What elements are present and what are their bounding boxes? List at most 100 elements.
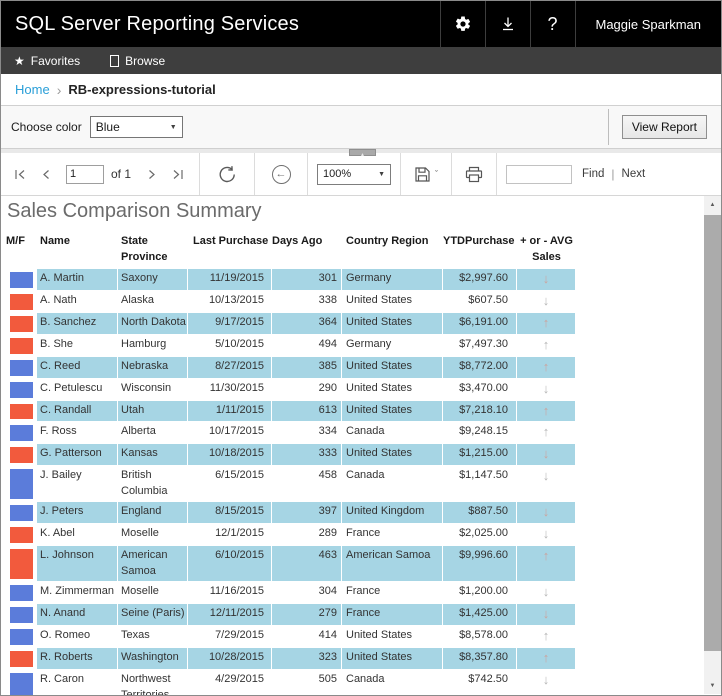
cell-name: K. Abel	[37, 524, 118, 546]
cell-state: Wisconsin	[118, 378, 188, 400]
previous-page-button[interactable]	[33, 160, 59, 188]
trend-down-arrow-icon: ↓	[542, 468, 550, 484]
cell-country: France	[342, 524, 443, 546]
printer-icon	[465, 166, 483, 182]
param-right-group: View Report	[607, 106, 711, 148]
browse-label: Browse	[125, 53, 166, 68]
help-icon: ?	[547, 13, 558, 34]
cell-days: 494	[272, 334, 342, 356]
cell-ytd: $607.50	[443, 290, 517, 312]
trend-down-arrow-icon: ↓	[542, 526, 550, 542]
cell-last: 6/15/2015	[188, 466, 272, 502]
cell-state: Alaska	[118, 290, 188, 312]
cell-name: C. Reed	[37, 356, 118, 378]
red-gender-square	[10, 293, 33, 310]
cell-mf	[6, 268, 37, 290]
cell-days: 463	[272, 546, 342, 581]
app-title: SQL Server Reporting Services	[15, 12, 300, 35]
user-menu[interactable]: Maggie Sparkman	[574, 1, 722, 47]
cell-last: 6/10/2015	[188, 546, 272, 581]
download-icon	[500, 16, 516, 32]
page-number-input[interactable]	[66, 164, 104, 184]
collapse-parameters-handle[interactable]: ▲	[349, 149, 376, 158]
find-link[interactable]: Find	[582, 168, 605, 180]
column-header-trend: + or - AVG Sales	[520, 235, 573, 263]
cell-country: Germany	[342, 334, 443, 356]
toolbar-divider	[496, 153, 498, 195]
trend-up-arrow-icon: ↑	[542, 424, 550, 440]
vertical-scrollbar[interactable]: ▲ ▼	[704, 196, 721, 694]
column-header-mf: M/F	[6, 235, 25, 247]
scrollbar-thumb[interactable]	[704, 215, 721, 651]
blue-gender-square	[10, 381, 33, 398]
download-button[interactable]	[484, 1, 530, 47]
toolbar-divider	[254, 153, 256, 195]
nav-item-favorites[interactable]: ★ Favorites	[14, 54, 80, 68]
cell-trend: ↑	[517, 356, 576, 378]
next-link[interactable]: Next	[621, 168, 646, 180]
settings-button[interactable]	[439, 1, 485, 47]
red-gender-square	[10, 337, 33, 354]
cell-country: American Samoa	[342, 546, 443, 581]
blue-gender-square	[10, 606, 33, 623]
first-page-icon	[14, 169, 24, 179]
blue-gender-square	[10, 271, 33, 288]
scroll-up-button[interactable]: ▲	[704, 196, 721, 213]
cell-mf	[6, 444, 37, 466]
cell-ytd: $2,997.60	[443, 268, 517, 290]
table-row: N. Anand Seine (Paris) 12/11/2015 279 France…	[6, 603, 721, 626]
cell-state: Seine (Paris)	[118, 603, 188, 625]
cell-name: A. Martin	[37, 268, 118, 290]
help-button[interactable]: ?	[529, 1, 575, 47]
cell-trend: ↑	[517, 647, 576, 669]
app-header: SQL Server Reporting Services ? Maggie S…	[1, 1, 721, 47]
cell-days: 385	[272, 356, 342, 378]
blue-gender-square	[10, 584, 33, 601]
cell-last: 8/15/2015	[188, 502, 272, 524]
trend-down-arrow-icon: ↓	[542, 292, 550, 308]
cell-mf	[6, 422, 37, 444]
report-render-area: Sales Comparison Summary M/F Name State Pro…	[1, 196, 721, 695]
table-row: B. Sanchez North Dakota 9/17/2015 364 United…	[6, 312, 721, 335]
table-row: L. Johnson American Samoa 6/10/2015 463 Amer…	[6, 546, 721, 582]
cell-country: Canada	[342, 466, 443, 502]
cell-trend: ↓	[517, 466, 576, 502]
cell-trend: ↓	[517, 290, 576, 312]
nav-item-browse[interactable]: Browse	[110, 54, 165, 68]
scroll-down-button[interactable]: ▼	[704, 677, 721, 694]
browse-icon	[110, 54, 120, 67]
column-header-state: State Province	[121, 235, 168, 263]
cell-name: L. Johnson	[37, 546, 118, 581]
save-export-button[interactable]: ˇ	[410, 166, 442, 183]
table-row: A. Nath Alaska 10/13/2015 338 United States $…	[6, 290, 721, 313]
cell-trend: ↓	[517, 502, 576, 524]
breadcrumb-home-link[interactable]: Home	[15, 82, 50, 97]
cell-country: France	[342, 603, 443, 625]
blue-gender-square	[10, 628, 33, 645]
blue-gender-square	[10, 672, 33, 695]
trend-down-arrow-icon: ↓	[542, 504, 550, 520]
first-page-button[interactable]	[7, 160, 33, 188]
chevron-right-icon	[148, 169, 155, 179]
trend-down-arrow-icon: ↓	[542, 605, 550, 621]
cell-mf	[6, 356, 37, 378]
column-header-days: Days Ago	[272, 235, 323, 247]
view-report-button[interactable]: View Report	[621, 115, 707, 139]
trend-up-arrow-icon: ↑	[542, 627, 550, 643]
back-button[interactable]: ←	[264, 164, 298, 184]
cell-ytd: $9,248.15	[443, 422, 517, 444]
last-page-icon	[173, 169, 183, 179]
last-page-button[interactable]	[164, 160, 190, 188]
cell-last: 8/27/2015	[188, 356, 272, 378]
cell-state: Saxony	[118, 268, 188, 290]
page-count-label: of 1	[111, 167, 132, 181]
zoom-select[interactable]: 100% ▼	[317, 163, 392, 185]
next-page-button[interactable]	[138, 160, 164, 188]
refresh-button[interactable]	[209, 165, 245, 184]
cell-ytd: $7,218.10	[443, 400, 517, 422]
cell-state: Texas	[118, 625, 188, 647]
cell-days: 505	[272, 669, 342, 695]
print-button[interactable]	[461, 166, 487, 183]
find-text-input[interactable]	[506, 164, 573, 184]
color-select[interactable]: Blue ▼	[89, 116, 183, 138]
